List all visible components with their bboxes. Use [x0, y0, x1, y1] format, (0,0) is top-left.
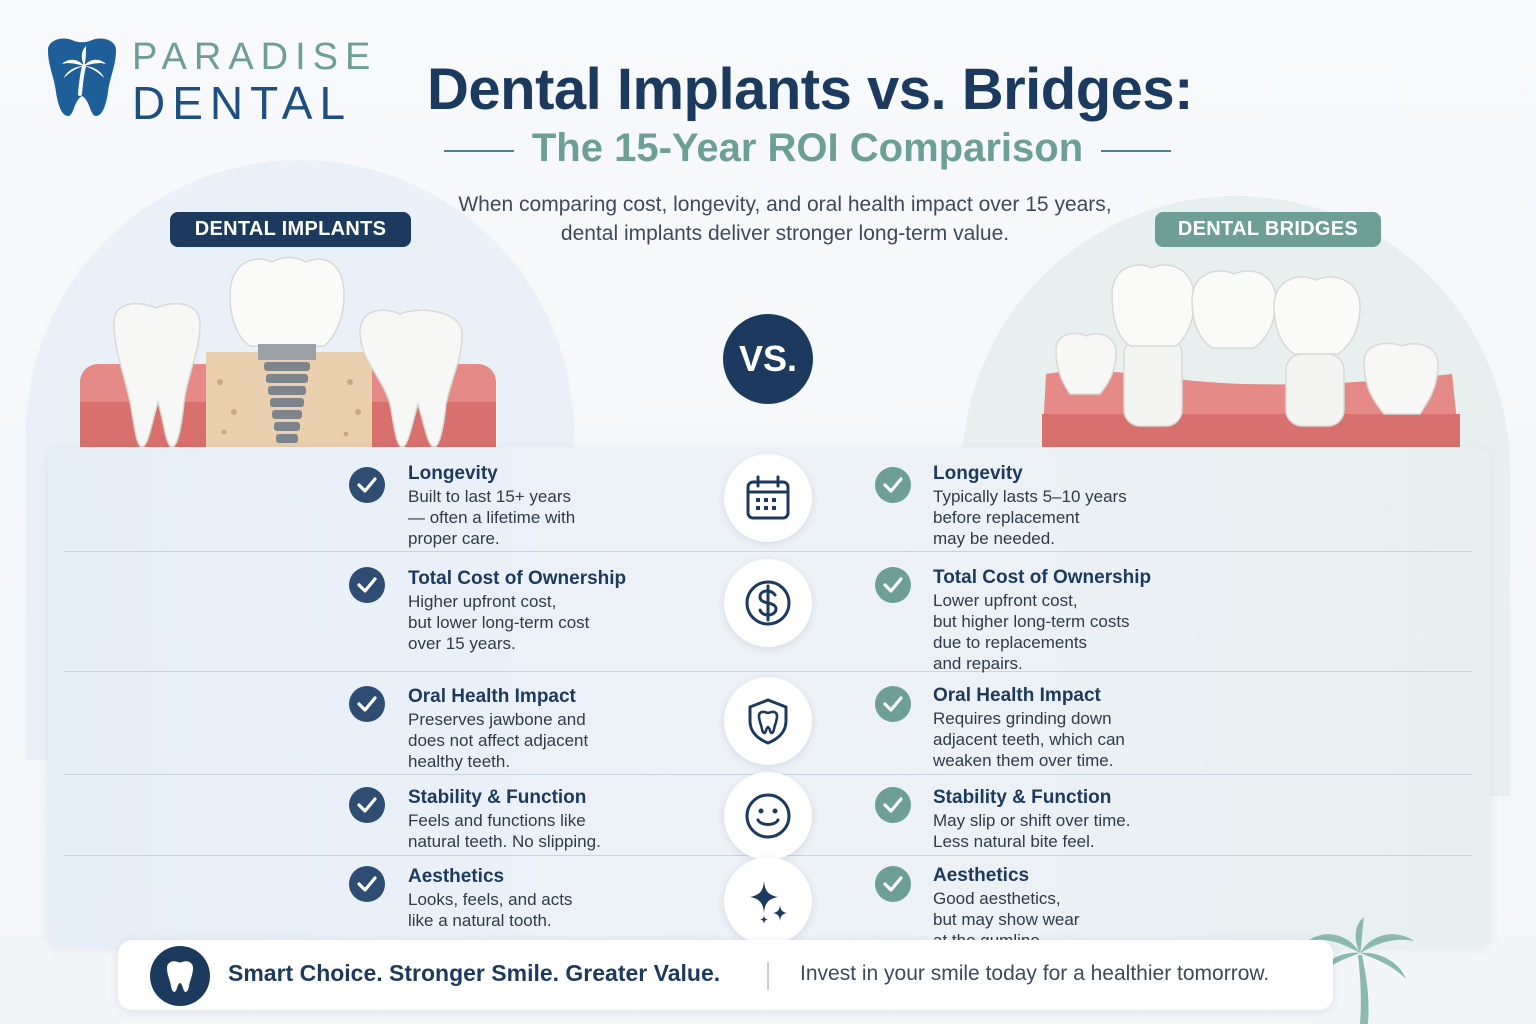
row-heading: Oral Health Impact — [933, 685, 1101, 706]
check-icon — [349, 866, 385, 902]
check-icon — [349, 787, 385, 823]
check-icon — [875, 787, 911, 823]
row-heading: Longevity — [408, 463, 498, 484]
bridge-illustration — [1042, 264, 1460, 450]
check-icon — [349, 567, 385, 603]
bridges-longevity: Longevity Typically lasts 5–10 years bef… — [933, 462, 1213, 549]
check-icon — [349, 686, 385, 722]
check-icon — [875, 686, 911, 722]
check-icon — [875, 866, 911, 902]
footer-cta: Invest in your smile today for a healthi… — [800, 962, 1270, 985]
row-heading: Total Cost of Ownership — [408, 568, 627, 589]
page-title: Dental Implants vs. Bridges: — [427, 57, 1193, 122]
implants-oral-health: Oral Health Impact Preserves jawbone and… — [408, 685, 688, 772]
implants-stability: Stability & Function Feels and functions… — [408, 786, 708, 852]
brand-line2: DENTAL — [132, 77, 353, 129]
bridges-stability: Stability & Function May slip or shift o… — [933, 786, 1233, 852]
bridges-aesthetics: Aesthetics Good aesthetics, but may show… — [933, 864, 1213, 951]
check-icon — [875, 467, 911, 503]
row-description: Preserves jawbone and does not affect ad… — [408, 710, 589, 771]
dollar-icon — [724, 559, 812, 647]
row-heading: Oral Health Impact — [408, 686, 576, 707]
brand-line1: PARADISE — [132, 36, 378, 78]
row-description: Requires grinding down adjacent teeth, w… — [933, 709, 1125, 770]
bridges-badge: DENTAL BRIDGES — [1155, 212, 1381, 247]
check-icon — [349, 467, 385, 503]
smile-icon — [724, 772, 812, 860]
footer-tagline: Smart Choice. Stronger Smile. Greater Va… — [228, 960, 721, 986]
calendar-icon — [724, 454, 812, 542]
implants-longevity: Longevity Built to last 15+ years — ofte… — [408, 462, 688, 549]
bridges-cost: Total Cost of Ownership Lower upfront co… — [933, 566, 1233, 674]
subtitle-line-left — [444, 150, 514, 152]
row-divider — [64, 551, 1472, 552]
vs-badge: VS. — [723, 314, 813, 404]
page-subtitle: The 15-Year ROI Comparison — [531, 126, 1084, 170]
row-heading: Total Cost of Ownership — [933, 567, 1152, 588]
sparkle-icon — [724, 857, 812, 945]
implants-cost: Total Cost of Ownership Higher upfront c… — [408, 567, 708, 654]
row-divider — [64, 671, 1472, 672]
row-description: Looks, feels, and acts like a natural to… — [408, 890, 573, 930]
bridges-oral-health: Oral Health Impact Requires grinding dow… — [933, 684, 1233, 771]
shield-tooth-icon — [724, 677, 812, 765]
footer-separator — [767, 962, 769, 990]
row-heading: Stability & Function — [933, 787, 1112, 808]
row-description: Higher upfront cost, but lower long-term… — [408, 592, 590, 653]
row-description: Feels and functions like natural teeth. … — [408, 811, 601, 851]
tooth-palm-icon — [48, 38, 116, 116]
implants-badge: DENTAL IMPLANTS — [170, 212, 411, 247]
row-description: Built to last 15+ years — often a lifeti… — [408, 487, 576, 548]
row-description: Typically lasts 5–10 years before replac… — [933, 487, 1127, 548]
footer-bar — [118, 940, 1333, 1010]
row-description: May slip or shift over time. Less natura… — [933, 811, 1131, 851]
brand-logo: PARADISE DENTAL — [40, 36, 370, 129]
tooth-icon — [150, 946, 210, 1006]
row-heading: Aesthetics — [933, 865, 1030, 886]
implants-aesthetics: Aesthetics Looks, feels, and acts like a… — [408, 865, 688, 931]
row-heading: Stability & Function — [408, 787, 587, 808]
intro-text: When comparing cost, longevity, and oral… — [458, 193, 1112, 245]
row-heading: Longevity — [933, 463, 1023, 484]
implant-illustration — [80, 256, 496, 452]
check-icon — [875, 567, 911, 603]
subtitle-block: The 15-Year ROI Comparison — [440, 126, 1175, 176]
row-heading: Aesthetics — [408, 866, 505, 887]
row-description: Lower upfront cost, but higher long-term… — [933, 591, 1130, 673]
subtitle-line-right — [1101, 150, 1171, 152]
